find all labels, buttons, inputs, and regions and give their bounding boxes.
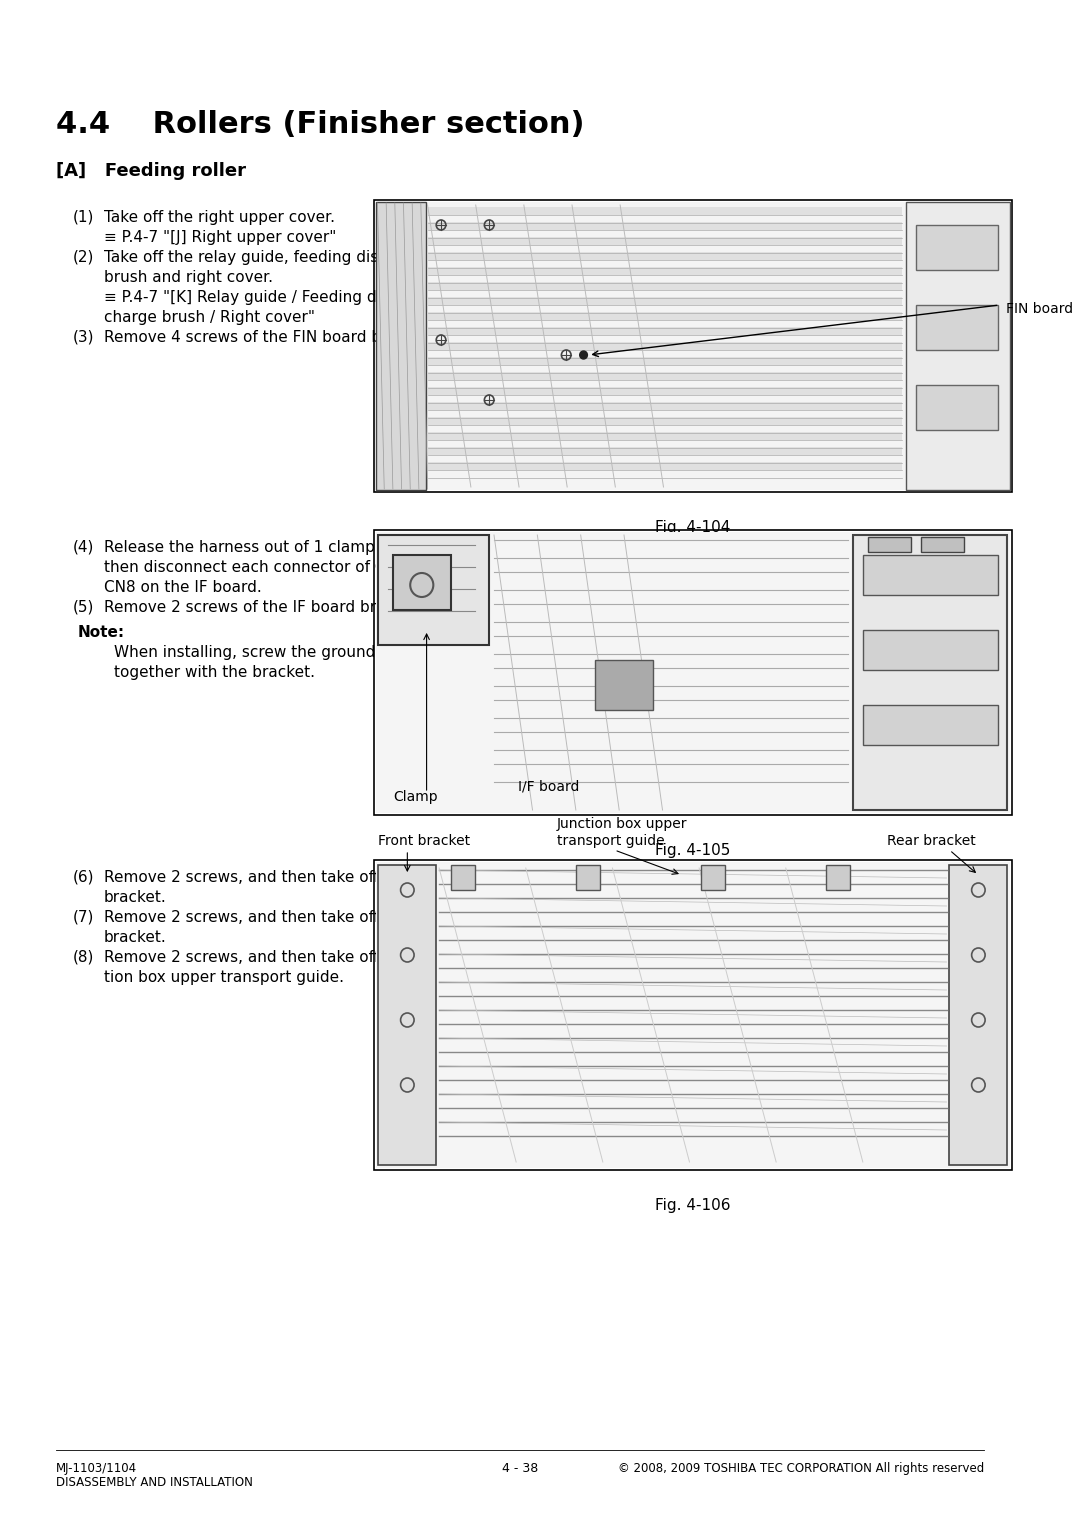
Bar <box>374 530 1012 815</box>
Text: Rear bracket: Rear bracket <box>887 834 975 847</box>
Bar <box>428 373 902 380</box>
Text: [A]   Feeding roller: [A] Feeding roller <box>56 162 246 180</box>
Bar <box>949 864 1008 1165</box>
Text: bracket.: bracket. <box>104 930 166 945</box>
Text: MJ-1103/1104: MJ-1103/1104 <box>56 1461 137 1475</box>
Text: Front bracket: Front bracket <box>378 834 471 847</box>
Text: 4.4    Rollers (Finisher section): 4.4 Rollers (Finisher section) <box>56 110 584 139</box>
Text: (8): (8) <box>73 950 95 965</box>
Text: Fig. 4-105: Fig. 4-105 <box>656 843 730 858</box>
Bar <box>428 208 902 215</box>
Bar <box>701 864 725 890</box>
Bar <box>428 296 902 305</box>
Text: together with the bracket.: together with the bracket. <box>113 664 314 680</box>
Text: tion box upper transport guide.: tion box upper transport guide. <box>104 970 345 985</box>
Text: © 2008, 2009 TOSHIBA TEC CORPORATION All rights reserved: © 2008, 2009 TOSHIBA TEC CORPORATION All… <box>618 1461 984 1475</box>
Text: Fig. 4-104: Fig. 4-104 <box>656 521 730 534</box>
Text: Junction box upper
transport guide: Junction box upper transport guide <box>556 817 687 847</box>
Text: (3): (3) <box>73 330 95 345</box>
Text: (4): (4) <box>73 541 95 554</box>
Text: Release the harness out of 1 clamp, and: Release the harness out of 1 clamp, and <box>104 541 414 554</box>
Bar <box>374 860 1012 1170</box>
Text: (7): (7) <box>73 910 95 925</box>
Bar <box>428 386 902 395</box>
Bar <box>450 864 475 890</box>
Text: Remove 2 screws, and then take off the junc-: Remove 2 screws, and then take off the j… <box>104 950 451 965</box>
Text: Remove 2 screws, and then take off the front: Remove 2 screws, and then take off the f… <box>104 870 450 886</box>
Bar <box>428 463 902 470</box>
Text: Fig. 4-106: Fig. 4-106 <box>656 1199 730 1212</box>
Bar <box>428 447 902 455</box>
Bar <box>916 385 998 431</box>
Bar <box>863 554 998 596</box>
Bar <box>376 531 1010 812</box>
Text: FIN board: FIN board <box>1007 302 1074 316</box>
Bar <box>906 202 1010 490</box>
Bar <box>376 202 426 490</box>
Text: (2): (2) <box>73 250 95 266</box>
Bar <box>376 202 1010 490</box>
Text: ≡ P.4-7 "[K] Relay guide / Feeding dis-: ≡ P.4-7 "[K] Relay guide / Feeding dis- <box>104 290 394 305</box>
Text: Clamp: Clamp <box>393 789 437 805</box>
Text: I/F board: I/F board <box>518 780 580 794</box>
Text: CN8 on the IF board.: CN8 on the IF board. <box>104 580 261 596</box>
Bar <box>378 534 489 644</box>
Text: (6): (6) <box>73 870 95 886</box>
Text: (1): (1) <box>73 211 95 224</box>
Bar <box>428 282 902 290</box>
Bar <box>863 631 998 670</box>
Text: When installing, screw the ground terminal: When installing, screw the ground termin… <box>113 644 444 660</box>
Bar <box>428 357 902 365</box>
Bar <box>863 705 998 745</box>
Bar <box>920 538 964 551</box>
Bar <box>378 864 436 1165</box>
Bar <box>376 863 1010 1168</box>
Text: bracket.: bracket. <box>104 890 166 906</box>
Bar <box>428 342 902 350</box>
Text: Note:: Note: <box>78 625 125 640</box>
Bar <box>576 864 599 890</box>
Bar <box>428 402 902 411</box>
Text: Remove 2 screws of the IF board bracket.: Remove 2 screws of the IF board bracket. <box>104 600 422 615</box>
Bar <box>393 554 450 609</box>
Circle shape <box>580 351 588 359</box>
Text: Remove 2 screws, and then take off the rear: Remove 2 screws, and then take off the r… <box>104 910 446 925</box>
Bar <box>428 417 902 425</box>
Bar <box>428 312 902 321</box>
Bar <box>853 534 1008 809</box>
Text: (5): (5) <box>73 600 95 615</box>
Bar <box>428 432 902 440</box>
Bar <box>595 660 653 710</box>
Bar <box>374 200 1012 492</box>
Text: Take off the right upper cover.: Take off the right upper cover. <box>104 211 335 224</box>
Text: charge brush / Right cover": charge brush / Right cover" <box>104 310 315 325</box>
Bar <box>916 305 998 350</box>
Text: 4 - 38: 4 - 38 <box>502 1461 538 1475</box>
Text: ≡ P.4-7 "[J] Right upper cover": ≡ P.4-7 "[J] Right upper cover" <box>104 231 336 244</box>
Bar <box>916 224 998 270</box>
Bar <box>428 267 902 275</box>
Text: then disconnect each connector of CN6 and: then disconnect each connector of CN6 an… <box>104 560 441 576</box>
Bar <box>428 327 902 334</box>
Bar <box>826 864 850 890</box>
Text: Remove 4 screws of the FIN board bracket.: Remove 4 screws of the FIN board bracket… <box>104 330 434 345</box>
Text: brush and right cover.: brush and right cover. <box>104 270 273 286</box>
Text: DISASSEMBLY AND INSTALLATION: DISASSEMBLY AND INSTALLATION <box>56 1477 253 1489</box>
Bar <box>867 538 910 551</box>
Bar <box>428 237 902 244</box>
Bar <box>428 221 902 231</box>
Bar <box>428 252 902 260</box>
Text: Take off the relay guide, feeding discharge: Take off the relay guide, feeding discha… <box>104 250 431 266</box>
